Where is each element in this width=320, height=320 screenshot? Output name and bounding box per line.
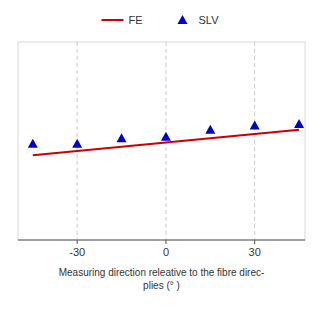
series-line (33, 130, 299, 155)
scatter-point (205, 125, 215, 134)
legend-label: FE (129, 14, 143, 26)
x-grid-line (254, 42, 255, 240)
scatter-point (72, 139, 82, 148)
x-tick-label: 30 (249, 246, 261, 258)
x-axis-line (18, 240, 305, 241)
x-tick (165, 240, 166, 244)
legend: FE SLV (102, 14, 220, 26)
legend-swatch (102, 19, 124, 21)
legend-swatch (178, 15, 188, 24)
scatter-point (250, 120, 260, 129)
x-tick (254, 240, 255, 244)
scatter-point (294, 119, 304, 128)
x-axis-label-line: Measuring direction releative to the fib… (59, 267, 265, 278)
scatter-point (161, 132, 171, 141)
x-tick-label: 0 (163, 246, 169, 258)
x-axis-label: Measuring direction releative to the fib… (59, 267, 265, 291)
x-grid-line (165, 42, 166, 240)
plot-area (28, 119, 304, 155)
x-tick-label: -30 (69, 246, 85, 258)
legend-label: SLV (199, 14, 220, 26)
scatter-point (117, 133, 127, 142)
x-axis-label-line: plies (° ) (143, 280, 180, 291)
scatter-point (28, 139, 38, 148)
chart-container: -30 0 30 Measuring direction releative to t… (0, 0, 320, 320)
x-tick (77, 240, 78, 244)
plot-frame (18, 42, 305, 240)
chart: -30 0 30 Measuring direction releative to t… (0, 0, 320, 320)
